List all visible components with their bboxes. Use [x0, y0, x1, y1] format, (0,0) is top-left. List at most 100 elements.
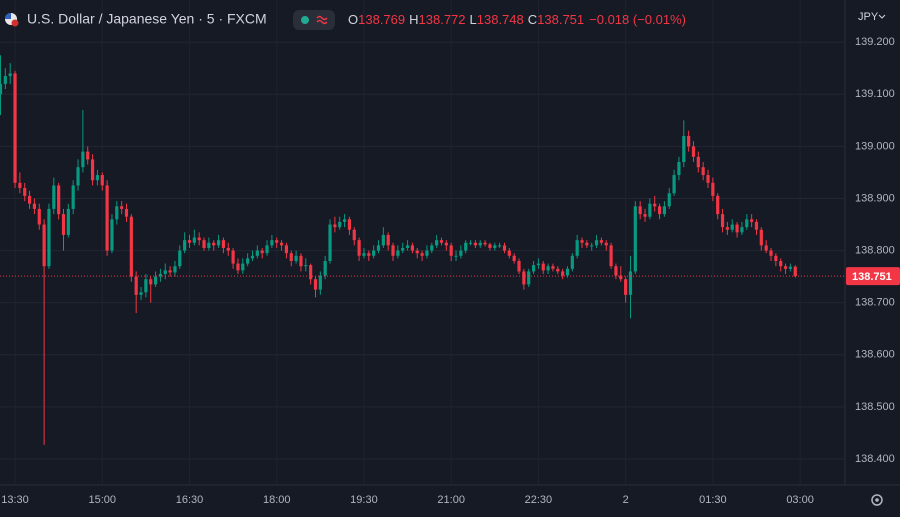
- candle-body: [667, 193, 671, 207]
- candle-body: [304, 265, 308, 267]
- candle-body: [410, 245, 415, 251]
- candle-body: [32, 203, 37, 209]
- currency-label[interactable]: JPY: [858, 11, 879, 23]
- candle-body: [212, 242, 216, 246]
- candle-body: [498, 245, 502, 247]
- candle-body: [628, 271, 633, 295]
- candle-body: [100, 175, 104, 186]
- candle-body: [333, 224, 337, 228]
- candle-body: [720, 214, 725, 228]
- candle-body: [633, 206, 637, 272]
- x-tick-label: 22:30: [525, 494, 553, 506]
- candle-body: [381, 234, 385, 246]
- candle-body: [735, 224, 739, 233]
- candle-body: [439, 240, 444, 243]
- candle-body: [682, 135, 686, 163]
- candle-body: [391, 245, 395, 256]
- candle-body: [129, 216, 133, 277]
- y-tick-label: 139.100: [855, 88, 895, 100]
- candle-body: [47, 208, 51, 267]
- candle-body: [139, 292, 143, 295]
- last-price-label: 138.751: [852, 271, 892, 283]
- candle-body: [61, 214, 66, 235]
- status-pill[interactable]: [293, 10, 335, 30]
- candle-body: [536, 263, 541, 266]
- candle-body: [609, 245, 613, 267]
- candle-body: [599, 240, 604, 243]
- candle-body: [168, 270, 172, 273]
- candle-body: [231, 250, 235, 264]
- candle-body: [459, 250, 463, 256]
- candle-body: [81, 151, 85, 168]
- candle-body: [163, 270, 167, 275]
- candle-body: [488, 244, 492, 248]
- y-tick-label: 138.400: [855, 453, 895, 465]
- candle-body: [153, 276, 158, 285]
- candle-body: [76, 167, 80, 186]
- candle-body: [173, 266, 177, 273]
- x-tick-label: 03:00: [786, 494, 814, 506]
- settings-icon[interactable]: [871, 494, 883, 506]
- x-tick-label: 18:00: [263, 494, 291, 506]
- candle-body: [425, 250, 429, 256]
- candle-body: [202, 240, 206, 248]
- candle-body: [313, 279, 318, 290]
- candle-body: [725, 227, 729, 230]
- candle-body: [13, 73, 17, 183]
- axes: 139.200 139.100 139.000 138.900 138.800 138.7…: [0, 36, 900, 506]
- candle-body: [706, 175, 710, 183]
- candle-body: [71, 185, 75, 209]
- candle-body: [464, 242, 468, 251]
- y-tick-label: 138.700: [855, 297, 895, 309]
- candle-body: [318, 275, 322, 290]
- candle-body: [3, 76, 7, 84]
- candle-body: [236, 263, 240, 271]
- data-status-icon: [316, 15, 328, 25]
- candle-body: [590, 245, 594, 247]
- x-tick-label: 15:00: [89, 494, 117, 506]
- candle-body: [483, 242, 487, 245]
- ohlc-value: 138.769: [358, 12, 405, 27]
- currency-chevron: [878, 14, 886, 19]
- candle-body: [275, 240, 279, 243]
- candle-body: [197, 237, 201, 241]
- candle-body: [95, 175, 100, 181]
- candle-body: [435, 240, 439, 246]
- candle-body: [347, 219, 352, 230]
- candle-body: [57, 185, 61, 215]
- candle-body: [420, 253, 424, 256]
- market-status-dot: [301, 16, 309, 24]
- candle-body: [183, 240, 187, 251]
- candle-body: [774, 255, 778, 261]
- candle-body: [750, 219, 754, 222]
- ohlc-label: L: [470, 12, 477, 27]
- candle-body: [216, 240, 221, 246]
- candle-body: [265, 245, 269, 254]
- candle-body: [221, 240, 226, 248]
- candle-body: [551, 266, 555, 269]
- candle-body: [294, 255, 298, 261]
- candle-body: [614, 266, 618, 276]
- candle-body: [255, 250, 259, 256]
- candle-body: [401, 247, 405, 251]
- candle-body: [250, 255, 255, 259]
- candle-body: [793, 266, 797, 277]
- candle-body: [687, 135, 691, 147]
- x-tick-label: 2: [623, 494, 629, 506]
- candle-body: [624, 279, 628, 295]
- candle-body: [648, 203, 652, 217]
- candle-body: [352, 229, 356, 241]
- candle-body: [522, 271, 526, 285]
- symbol-icon: [5, 13, 19, 27]
- candle-body: [565, 268, 570, 276]
- candle-body: [604, 242, 608, 246]
- ohlc-label: C: [528, 12, 537, 27]
- candle-body: [192, 237, 196, 243]
- y-tick-label: 138.900: [855, 192, 895, 204]
- candle-body: [207, 242, 211, 248]
- candle-body: [657, 206, 662, 215]
- candle-body: [187, 240, 192, 243]
- candle-body: [90, 159, 95, 181]
